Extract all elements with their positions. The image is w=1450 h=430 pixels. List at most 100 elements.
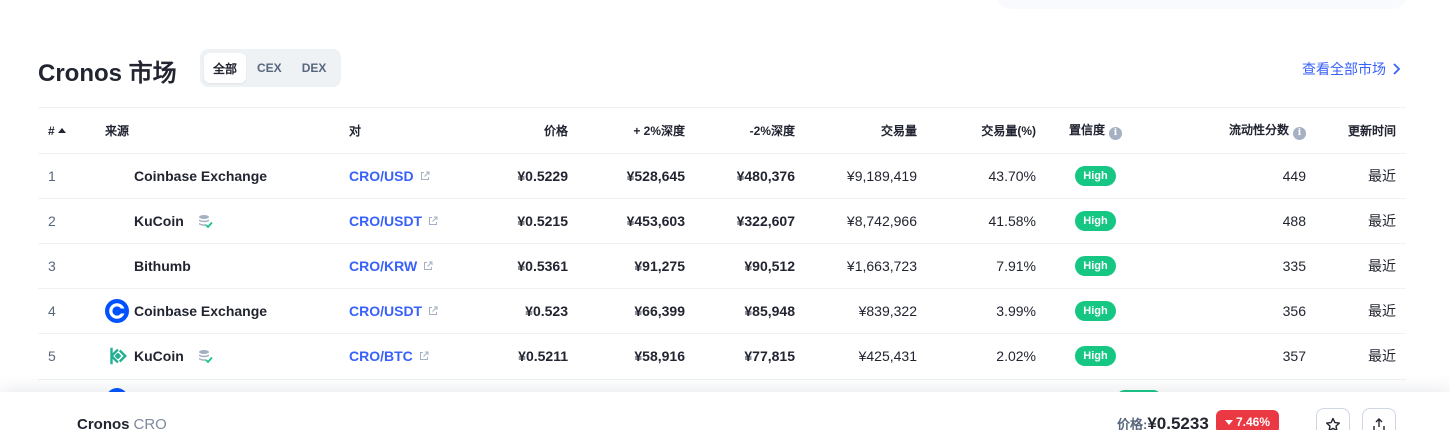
row-volume: ¥8,742,966 (795, 198, 917, 244)
caret-down-icon (1225, 419, 1233, 425)
row-depth-minus: ¥85,948 (685, 288, 795, 334)
row-confidence: High (1036, 333, 1155, 379)
row-source[interactable]: KuCoin (105, 198, 349, 244)
filter-tab-all[interactable]: 全部 (204, 53, 247, 83)
col-source[interactable]: 来源 (105, 107, 349, 154)
row-volume-pct: 3.99% (917, 288, 1036, 334)
row-source[interactable]: Coinbase Exchange (105, 153, 349, 199)
col-rank[interactable]: # (38, 107, 105, 154)
confidence-badge: High (1075, 211, 1116, 231)
col-volume[interactable]: 交易量 (795, 107, 917, 154)
row-pair[interactable]: CRO/BTC (349, 333, 471, 379)
row-depth-minus: ¥480,376 (685, 153, 795, 199)
row-depth-plus: ¥58,916 (568, 333, 685, 379)
confidence-badge: High (1075, 301, 1116, 321)
watchlist-star-button[interactable] (1316, 408, 1350, 430)
confidence-badge: High (1075, 166, 1116, 186)
row-pair[interactable]: CRO/USDT (349, 288, 471, 334)
share-button[interactable] (1362, 408, 1396, 430)
external-link-icon (420, 171, 430, 180)
view-all-markets-link[interactable]: 查看全部市场 (1302, 59, 1402, 79)
row-depth-minus: ¥77,815 (685, 333, 795, 379)
kucoin-logo-icon (105, 344, 129, 368)
top-card-edge (996, 0, 1408, 9)
row-pair[interactable]: CRO/KRW (349, 243, 471, 289)
table-header-row: # 来源 对 价格 + 2%深度 -2%深度 交易量 交易量(%) 置信度 i 流… (38, 107, 1406, 154)
col-depth-plus[interactable]: + 2%深度 (568, 107, 685, 154)
col-updated[interactable]: 更新时间 (1306, 107, 1406, 154)
row-confidence: High (1036, 243, 1155, 289)
row-confidence: High (1036, 288, 1155, 334)
row-rank: 4 (38, 288, 105, 334)
row-updated: 最近 (1306, 243, 1406, 289)
col-pair[interactable]: 对 (349, 107, 471, 154)
exchange-logo-placeholder (105, 209, 129, 233)
row-depth-plus: ¥91,275 (568, 243, 685, 289)
external-link-icon (429, 216, 438, 225)
row-depth-minus: ¥322,607 (685, 198, 795, 244)
market-filter-tabs: 全部 CEX DEX (200, 49, 341, 87)
external-link-icon (429, 306, 438, 315)
exchange-logo-placeholder (105, 254, 129, 278)
row-source[interactable]: KuCoin (105, 333, 349, 379)
price-change-badge: 7.46% (1216, 410, 1280, 430)
markets-table: # 来源 对 价格 + 2%深度 -2%深度 交易量 交易量(%) 置信度 i 流… (38, 107, 1406, 379)
row-volume-pct: 41.58% (917, 198, 1036, 244)
price-label: 价格: (1117, 417, 1148, 430)
row-volume-pct: 43.70% (917, 153, 1036, 199)
row-volume: ¥1,663,723 (795, 243, 917, 289)
confidence-badge: High (1075, 256, 1116, 276)
row-liquidity: 449 (1155, 153, 1306, 199)
confidence-badge: High (1075, 346, 1116, 367)
row-price: ¥0.523 (471, 288, 568, 334)
row-rank: 5 (38, 333, 105, 379)
col-liquidity[interactable]: 流动性分数 i (1155, 107, 1306, 154)
table-row: 1 Coinbase Exchange CRO/USD ¥0.5229 ¥528… (38, 153, 1406, 199)
row-price: ¥0.5361 (471, 243, 568, 289)
external-link-icon (424, 261, 433, 270)
row-price: ¥0.5215 (471, 198, 568, 244)
row-volume: ¥425,431 (795, 333, 917, 379)
row-volume: ¥839,322 (795, 288, 917, 334)
row-updated: 最近 (1306, 153, 1406, 199)
coin-title: Cronos CRO (77, 416, 167, 430)
markets-header: Cronos 市场 全部 CEX DEX 查看全部市场 (38, 49, 1406, 87)
info-icon[interactable]: i (1293, 127, 1306, 140)
row-confidence: High (1036, 198, 1155, 244)
row-pair[interactable]: CRO/USDT (349, 198, 471, 244)
star-icon (1326, 417, 1340, 430)
col-volume-pct[interactable]: 交易量(%) (917, 107, 1036, 154)
table-row: 2 KuCoin CRO/USDT ¥0.5215 ¥453,603 ¥322,… (38, 198, 1406, 244)
filter-tab-cex[interactable]: CEX (257, 61, 282, 75)
coinbase-logo-icon (105, 299, 129, 323)
row-source[interactable]: Coinbase Exchange (105, 288, 349, 334)
page-title: Cronos 市场 (38, 60, 177, 87)
exchange-logo-placeholder (105, 164, 129, 188)
price-display: 价格: ¥0.5233 (1117, 414, 1209, 430)
price-value: ¥0.5233 (1147, 414, 1209, 430)
row-rank: 3 (38, 243, 105, 289)
coin-symbol: CRO (133, 416, 167, 430)
row-liquidity: 357 (1155, 333, 1306, 379)
table-row: 4 Coinbase Exchange CRO/USDT ¥0.523 ¥66,… (38, 288, 1406, 334)
row-divider (38, 379, 1406, 380)
col-depth-minus[interactable]: -2%深度 (685, 107, 795, 154)
row-updated: 最近 (1306, 333, 1406, 379)
row-volume-pct: 7.91% (917, 243, 1036, 289)
external-link-icon (419, 351, 429, 361)
row-source[interactable]: Bithumb (105, 243, 349, 289)
row-volume: ¥9,189,419 (795, 153, 917, 199)
row-updated: 最近 (1306, 288, 1406, 334)
chevron-right-icon (1393, 63, 1401, 75)
row-depth-plus: ¥453,603 (568, 198, 685, 244)
row-rank: 2 (38, 198, 105, 244)
info-icon[interactable]: i (1109, 127, 1122, 140)
col-confidence[interactable]: 置信度 i (1036, 107, 1155, 154)
stack-check-icon (198, 350, 213, 364)
row-liquidity: 356 (1155, 288, 1306, 334)
view-all-label: 查看全部市场 (1302, 61, 1386, 77)
col-price[interactable]: 价格 (471, 107, 568, 154)
row-liquidity: 335 (1155, 243, 1306, 289)
row-pair[interactable]: CRO/USD (349, 153, 471, 199)
filter-tab-dex[interactable]: DEX (301, 61, 327, 75)
